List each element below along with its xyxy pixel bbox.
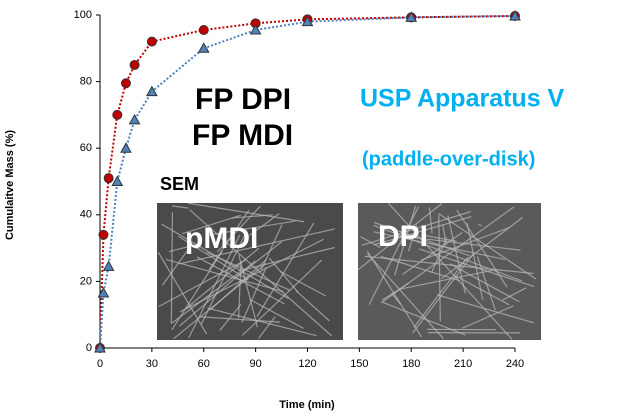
legend-entry: FP MDI	[192, 119, 293, 152]
marker	[99, 230, 108, 239]
annotation: (paddle-over-disk)	[362, 148, 535, 170]
x-tick-label: 150	[350, 358, 368, 370]
x-tick-label: 120	[298, 358, 316, 370]
marker	[121, 79, 130, 88]
marker	[199, 25, 208, 34]
marker	[104, 261, 114, 270]
y-tick-label: 40	[80, 209, 92, 221]
x-tick-label: 0	[97, 358, 103, 370]
x-tick-label: 210	[454, 358, 472, 370]
annotation: USP Apparatus V	[360, 85, 565, 113]
y-axis-title: Cumulaitve Mass (%)	[4, 130, 16, 240]
chart: Cumulaitve Mass (%) Time (min) 0 20 40 60 80…	[0, 0, 625, 417]
x-tick-label: 240	[506, 358, 524, 370]
marker	[130, 60, 139, 69]
marker	[130, 115, 140, 124]
x-tick-label: 30	[146, 358, 158, 370]
annotation: DPI	[378, 220, 428, 253]
x-tick-label: 60	[198, 358, 210, 370]
y-tick-label: 0	[86, 342, 92, 354]
x-tick-label: 90	[250, 358, 262, 370]
marker	[113, 110, 122, 119]
annotation: pMDI	[185, 222, 258, 255]
marker	[147, 37, 156, 46]
marker	[112, 177, 122, 186]
marker	[199, 43, 209, 52]
y-tick-label: 60	[80, 142, 92, 154]
x-axis-title: Time (min)	[279, 399, 335, 411]
y-tick-label: 80	[80, 76, 92, 88]
y-tick-label: 100	[74, 9, 92, 21]
legend-entry: FP DPI	[195, 83, 291, 116]
annotation: SEM	[160, 174, 199, 194]
y-tick-label: 20	[80, 275, 92, 287]
x-tick-label: 180	[402, 358, 420, 370]
marker	[104, 174, 113, 183]
marker	[121, 143, 131, 152]
